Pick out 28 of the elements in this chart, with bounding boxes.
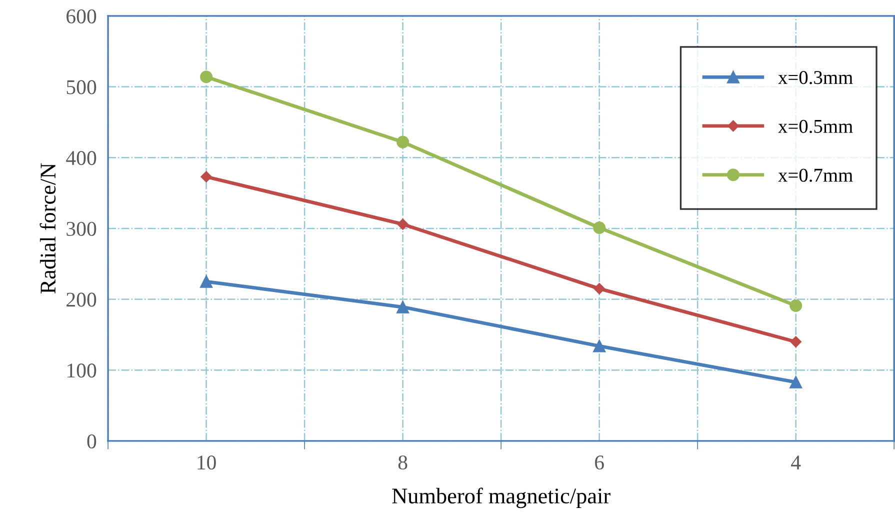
x-tick-label: 10 bbox=[198, 455, 216, 470]
legend-label: x=0.5mm bbox=[778, 120, 853, 134]
x-tick-label: 4 bbox=[791, 456, 801, 470]
x-axis-title: Numberof magnetic/pair bbox=[392, 488, 610, 508]
y-tick-label: 400 bbox=[66, 151, 96, 166]
point bbox=[790, 336, 802, 348]
point bbox=[396, 300, 410, 314]
point bbox=[593, 340, 606, 352]
point bbox=[200, 275, 213, 288]
y-tick-label: 500 bbox=[66, 80, 96, 94]
point bbox=[790, 299, 802, 312]
x-tick-label: 8 bbox=[398, 455, 408, 470]
legend-label: x=0.7mm bbox=[778, 168, 853, 182]
y-tick-label: 100 bbox=[68, 364, 96, 378]
point bbox=[593, 222, 606, 234]
y-tick-label: 200 bbox=[66, 292, 96, 307]
point bbox=[790, 376, 802, 388]
point bbox=[200, 171, 212, 182]
y-tick-label: 600 bbox=[66, 9, 96, 24]
point bbox=[594, 283, 605, 294]
x-tick-label: 6 bbox=[595, 456, 604, 470]
point bbox=[396, 136, 410, 148]
y-tick-label: 300 bbox=[66, 222, 96, 236]
y-tick-label: 0 bbox=[87, 434, 96, 448]
legend-label: x=0.3mm bbox=[778, 70, 853, 84]
y-axis-title: Radial force/N bbox=[40, 163, 56, 294]
point bbox=[200, 70, 213, 84]
point bbox=[397, 218, 408, 230]
